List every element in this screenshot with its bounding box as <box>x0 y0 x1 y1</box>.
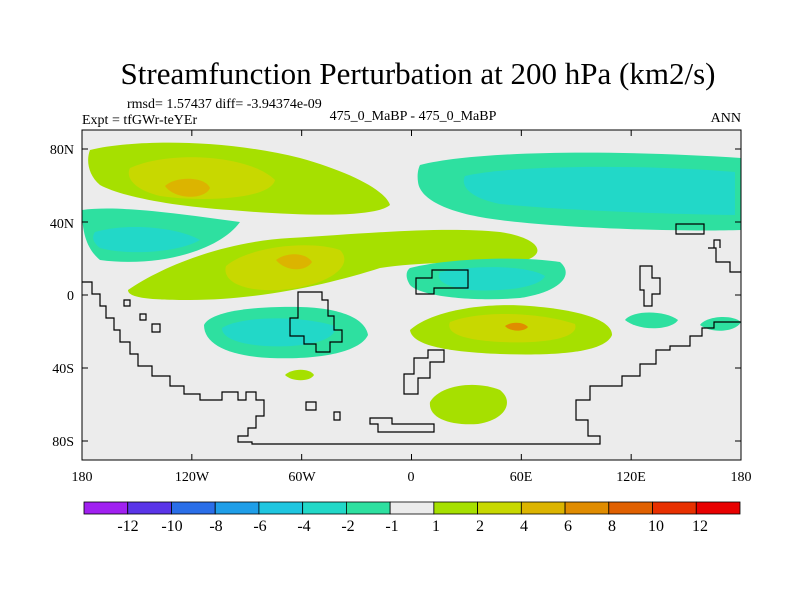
x-tick-label: 60W <box>288 470 316 485</box>
contour-positive-tropics-inner <box>225 245 345 291</box>
chart-title: Streamfunction Perturbation at 200 hPa (… <box>121 56 716 91</box>
colorbar-swatch <box>608 501 653 515</box>
tick-marks <box>81 130 742 460</box>
colorbar-label: -1 <box>385 518 398 535</box>
y-tick-label: 0 <box>67 289 74 304</box>
colorbar-swatch <box>389 501 435 515</box>
continent-outlines <box>82 223 741 445</box>
map-field <box>82 130 741 460</box>
colorbar-swatch <box>258 501 304 515</box>
colorbar-label: -8 <box>209 518 222 535</box>
contour-positive-sh-south <box>429 384 507 425</box>
contour-positive-sh-small <box>285 369 314 381</box>
contour-positive-nh-pacific-inner <box>128 157 275 199</box>
colorbar-swatch <box>652 501 697 515</box>
colorbar <box>83 501 741 515</box>
y-tick-label: 40S <box>52 362 74 377</box>
colorbar-swatch <box>302 501 347 515</box>
x-tick-label: 120E <box>616 470 646 485</box>
colorbar-label: 8 <box>608 518 616 535</box>
colorbar-label: 6 <box>564 518 572 535</box>
x-tick-labels: 180 120W 60W 0 60E 120E 180 <box>72 470 752 485</box>
experiment-label: Expt = tfGWr-teYEr <box>82 113 197 128</box>
colorbar-label: -6 <box>253 518 266 535</box>
contour-negative-sh-atlantic-inner <box>222 318 336 347</box>
contour-negative-sh-east-b <box>700 316 741 331</box>
colorbar-swatch <box>127 501 172 515</box>
season-label: ANN <box>711 111 741 126</box>
colorbar-label: 12 <box>692 518 708 535</box>
colorbar-swatch <box>695 501 741 515</box>
contour-negative-nh-atlantic-inner <box>93 226 200 253</box>
x-tick-label: 120W <box>175 470 210 485</box>
contour-positive-tropics-core <box>276 254 312 270</box>
colorbar-label: 4 <box>520 518 528 535</box>
colorbar-swatch <box>433 501 479 515</box>
colorbar-label: 1 <box>432 518 440 535</box>
contour-negative-sh-east-a <box>625 312 678 329</box>
colorbar-label: -2 <box>341 518 354 535</box>
y-tick-label: 80S <box>52 435 74 450</box>
x-tick-label: 180 <box>72 470 93 485</box>
colorbar-label: -10 <box>161 518 182 535</box>
colorbar-swatch <box>83 501 129 515</box>
contour-positive-sh-indian-core <box>505 322 528 331</box>
colorbar-swatch <box>214 501 260 515</box>
colorbar-label: -4 <box>297 518 310 535</box>
colorbar-swatch <box>345 501 391 515</box>
x-tick-label: 180 <box>731 470 752 485</box>
colorbar-swatch <box>477 501 522 515</box>
colorbar-swatch <box>564 501 610 515</box>
x-tick-label: 60E <box>510 470 533 485</box>
colorbar-label: -12 <box>117 518 138 535</box>
case-label: 475_0_MaBP - 475_0_MaBP <box>330 109 497 124</box>
colorbar-labels: -12 -10 -8 -6 -4 -2 -1 1 2 4 6 8 10 12 <box>117 518 708 535</box>
colorbar-swatch <box>520 501 566 515</box>
contour-negative-tropics-east-inner <box>438 267 545 291</box>
y-tick-label: 80N <box>50 143 74 158</box>
colorbar-label: 2 <box>476 518 484 535</box>
x-tick-label: 0 <box>408 470 415 485</box>
contour-positive-nh-pacific-core <box>165 178 210 197</box>
y-tick-labels: 80N 40N 0 40S 80S <box>50 143 74 450</box>
stats-text: rmsd= 1.57437 diff= -3.94374e-09 <box>127 97 322 112</box>
colorbar-swatch <box>171 501 216 515</box>
colorbar-label: 10 <box>648 518 664 535</box>
y-tick-label: 40N <box>50 217 74 232</box>
contour-negative-nh-east-inner <box>463 166 735 215</box>
